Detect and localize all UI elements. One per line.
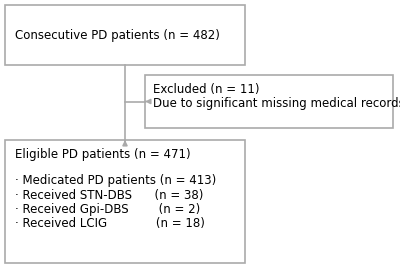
Bar — [5, 5, 245, 65]
Text: · Received LCIG             (n = 18): · Received LCIG (n = 18) — [15, 218, 205, 231]
Text: Due to significant missing medical records: Due to significant missing medical recor… — [153, 97, 400, 110]
Text: · Received Gpi-DBS        (n = 2): · Received Gpi-DBS (n = 2) — [15, 203, 200, 216]
Text: Excluded (n = 11): Excluded (n = 11) — [153, 83, 260, 96]
Bar — [5, 140, 245, 263]
Text: Consecutive PD patients (n = 482): Consecutive PD patients (n = 482) — [15, 29, 220, 42]
Text: Eligible PD patients (n = 471): Eligible PD patients (n = 471) — [15, 148, 191, 161]
Text: · Medicated PD patients (n = 413): · Medicated PD patients (n = 413) — [15, 174, 216, 187]
Bar — [145, 75, 393, 128]
Text: · Received STN-DBS      (n = 38): · Received STN-DBS (n = 38) — [15, 188, 203, 201]
